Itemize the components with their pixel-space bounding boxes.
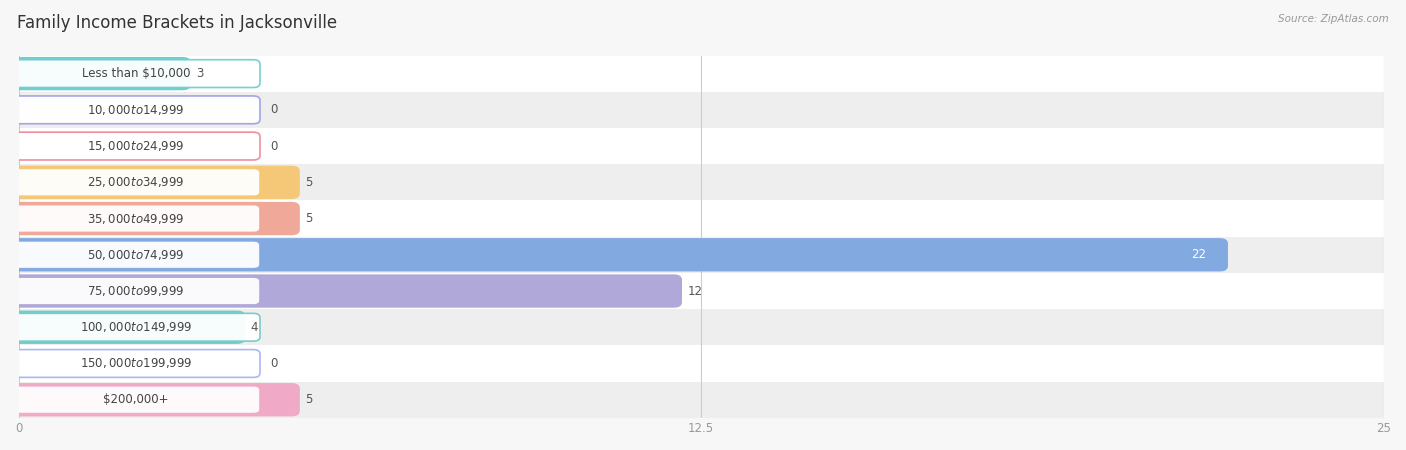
- Text: $100,000 to $149,999: $100,000 to $149,999: [80, 320, 193, 334]
- FancyBboxPatch shape: [13, 60, 260, 87]
- FancyBboxPatch shape: [13, 132, 260, 160]
- Bar: [18, 382, 1384, 418]
- FancyBboxPatch shape: [10, 310, 245, 344]
- Text: 22: 22: [1191, 248, 1206, 261]
- Text: $35,000 to $49,999: $35,000 to $49,999: [87, 212, 184, 225]
- FancyBboxPatch shape: [13, 386, 260, 414]
- Text: $10,000 to $14,999: $10,000 to $14,999: [87, 103, 184, 117]
- Text: $50,000 to $74,999: $50,000 to $74,999: [87, 248, 184, 262]
- FancyBboxPatch shape: [13, 277, 260, 305]
- FancyBboxPatch shape: [13, 241, 260, 269]
- Text: Less than $10,000: Less than $10,000: [82, 67, 190, 80]
- Bar: [18, 273, 1384, 309]
- Text: $200,000+: $200,000+: [103, 393, 169, 406]
- Text: $15,000 to $24,999: $15,000 to $24,999: [87, 139, 184, 153]
- Text: 3: 3: [195, 67, 204, 80]
- Bar: [18, 345, 1384, 382]
- Bar: [18, 164, 1384, 200]
- Text: 12: 12: [688, 284, 703, 297]
- Text: 5: 5: [305, 393, 312, 406]
- FancyBboxPatch shape: [13, 350, 260, 378]
- Text: Family Income Brackets in Jacksonville: Family Income Brackets in Jacksonville: [17, 14, 337, 32]
- FancyBboxPatch shape: [10, 202, 299, 235]
- FancyBboxPatch shape: [10, 166, 299, 199]
- Text: 5: 5: [305, 212, 312, 225]
- FancyBboxPatch shape: [10, 238, 1227, 271]
- Bar: [18, 200, 1384, 237]
- FancyBboxPatch shape: [10, 383, 299, 416]
- Text: 0: 0: [270, 140, 277, 153]
- Text: 5: 5: [305, 176, 312, 189]
- Bar: [18, 309, 1384, 345]
- Text: $150,000 to $199,999: $150,000 to $199,999: [80, 356, 193, 370]
- Text: 0: 0: [270, 104, 277, 117]
- Bar: [18, 55, 1384, 92]
- Bar: [18, 128, 1384, 164]
- Text: $75,000 to $99,999: $75,000 to $99,999: [87, 284, 184, 298]
- Bar: [18, 92, 1384, 128]
- Text: 4: 4: [250, 321, 259, 334]
- FancyBboxPatch shape: [13, 168, 260, 196]
- FancyBboxPatch shape: [13, 96, 260, 124]
- Text: Source: ZipAtlas.com: Source: ZipAtlas.com: [1278, 14, 1389, 23]
- Bar: [18, 237, 1384, 273]
- FancyBboxPatch shape: [13, 313, 260, 341]
- FancyBboxPatch shape: [10, 57, 191, 90]
- Text: $25,000 to $34,999: $25,000 to $34,999: [87, 176, 184, 189]
- Text: 0: 0: [270, 357, 277, 370]
- FancyBboxPatch shape: [13, 205, 260, 233]
- FancyBboxPatch shape: [10, 274, 682, 308]
